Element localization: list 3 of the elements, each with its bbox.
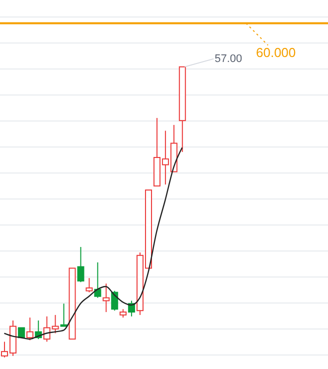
text: 60.000	[256, 45, 296, 60]
text: 57.00	[214, 52, 242, 65]
candlestick	[102, 283, 110, 313]
